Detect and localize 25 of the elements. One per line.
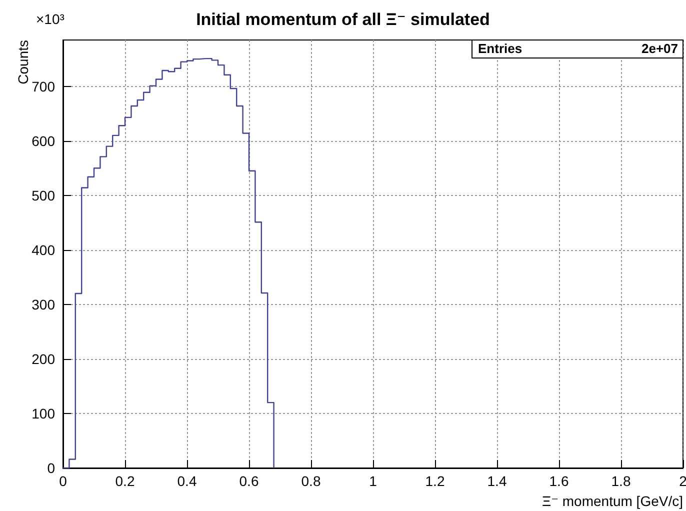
y-tick-label: 400 <box>32 242 56 258</box>
x-tick-label: 1.8 <box>611 473 631 489</box>
y-tick-label: 0 <box>47 460 56 476</box>
text: ×10³ <box>36 11 65 27</box>
x-tick-label: 0.8 <box>301 473 321 489</box>
x-tick-label: 1.4 <box>487 473 507 489</box>
annotation: Entries <box>478 41 522 56</box>
y-axis-title: Counts <box>15 40 31 84</box>
y-tick-label: 200 <box>32 350 56 367</box>
x-tick-label: 1 <box>369 473 378 489</box>
x-tick-label: 0.6 <box>239 473 259 489</box>
x-tick-label: 0 <box>59 473 68 489</box>
y-tick-label: 700 <box>32 78 56 94</box>
x-tick-label: 1.6 <box>549 473 569 489</box>
x-tick-label: 0.4 <box>177 473 197 489</box>
annotation: 2e+07 <box>641 41 678 56</box>
y-tick-label: 600 <box>32 132 56 149</box>
x-tick-label: 0.2 <box>115 473 135 489</box>
y-tick-label: 100 <box>32 405 56 422</box>
x-tick-label: 1.2 <box>425 473 445 489</box>
y-tick-label: 300 <box>32 296 56 312</box>
y-tick-label: 500 <box>32 187 56 204</box>
x-tick-label: 2 <box>679 473 686 489</box>
x-axis-title: Ξ⁻ momentum [GeV/c] <box>542 493 683 509</box>
chart-title: Initial momentum of all Ξ⁻ simulated <box>196 10 490 29</box>
